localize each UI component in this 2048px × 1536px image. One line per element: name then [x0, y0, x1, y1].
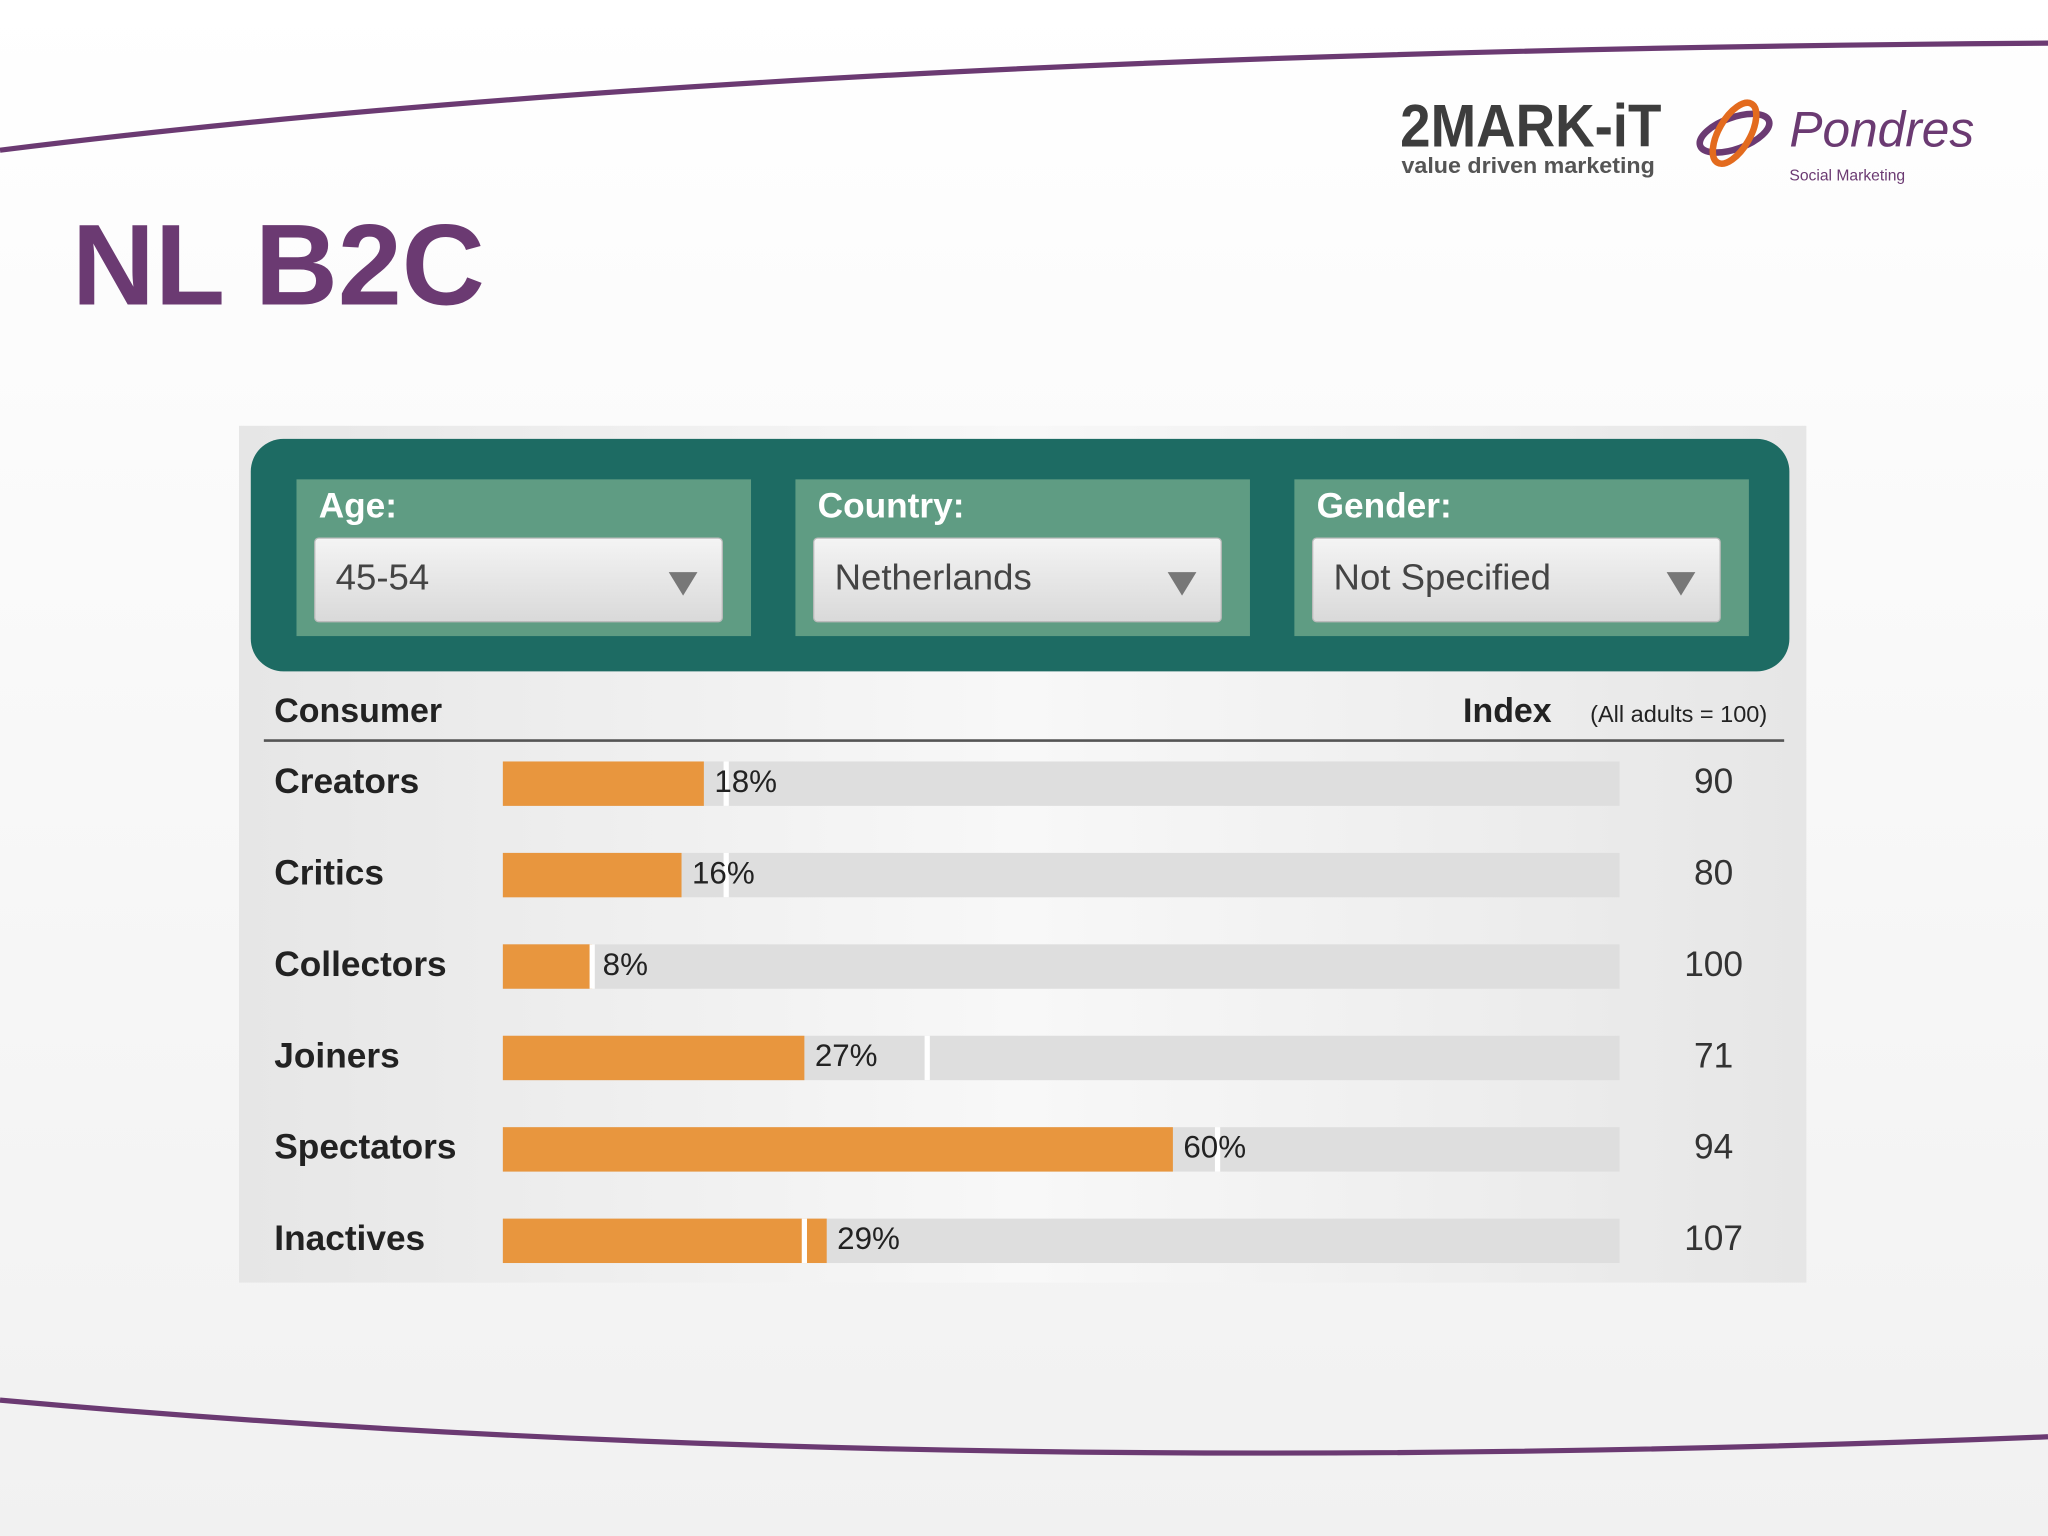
value-label: 8% [603, 947, 648, 982]
top-curve [0, 40, 2048, 153]
logo-tagline: value driven marketing [1401, 153, 1654, 178]
index-value: 90 [1694, 762, 1733, 801]
category-label: Collectors [274, 945, 446, 984]
category-label: Joiners [274, 1036, 399, 1075]
bar-track [502, 852, 1620, 898]
index-value: 100 [1684, 945, 1743, 984]
bar-track [502, 944, 1620, 989]
category-label: Creators [274, 762, 419, 801]
logo-icon [1696, 99, 1773, 167]
dropdown[interactable] [813, 537, 1222, 623]
category-label: Spectators [274, 1128, 456, 1167]
index-value: 80 [1694, 853, 1733, 892]
index-header: Index [1463, 692, 1552, 730]
column-header: Consumer [274, 692, 442, 730]
bar [502, 1127, 1173, 1172]
dropdown-arrow [1666, 572, 1696, 596]
logo-tagline: Social Marketing [1789, 167, 1905, 184]
filter-label: Country: [818, 486, 965, 525]
dropdown-arrow [1167, 572, 1197, 596]
index-value: 94 [1694, 1128, 1733, 1167]
bar [502, 944, 593, 989]
dropdown-value: Not Specified [1334, 557, 1551, 598]
category-label: Critics [274, 853, 384, 892]
bar [502, 1218, 827, 1264]
dropdown-value: Netherlands [835, 557, 1032, 598]
logo-text: Pondres [1789, 101, 1974, 157]
category-label: Inactives [274, 1219, 425, 1258]
filter-label: Gender: [1317, 486, 1452, 525]
bar [502, 761, 704, 806]
bar [502, 1035, 805, 1081]
dropdown[interactable] [1312, 537, 1721, 623]
index-value: 107 [1684, 1219, 1743, 1258]
value-label: 18% [714, 764, 777, 799]
slide-title: NL B2C [72, 202, 485, 330]
index-note: (All adults = 100) [1590, 701, 1767, 727]
index-value: 71 [1694, 1036, 1733, 1075]
bar [502, 852, 682, 898]
dropdown-value: 45-54 [336, 557, 430, 598]
dropdown-arrow [668, 572, 698, 596]
bottom-curve [0, 1397, 2048, 1456]
dropdown[interactable] [314, 537, 723, 623]
value-label: 27% [815, 1038, 878, 1073]
value-label: 16% [692, 855, 755, 890]
value-label: 29% [837, 1221, 900, 1256]
logo-text: 2MARK-iT [1400, 92, 1661, 159]
filter-label: Age: [319, 486, 397, 525]
value-label: 60% [1183, 1130, 1246, 1165]
